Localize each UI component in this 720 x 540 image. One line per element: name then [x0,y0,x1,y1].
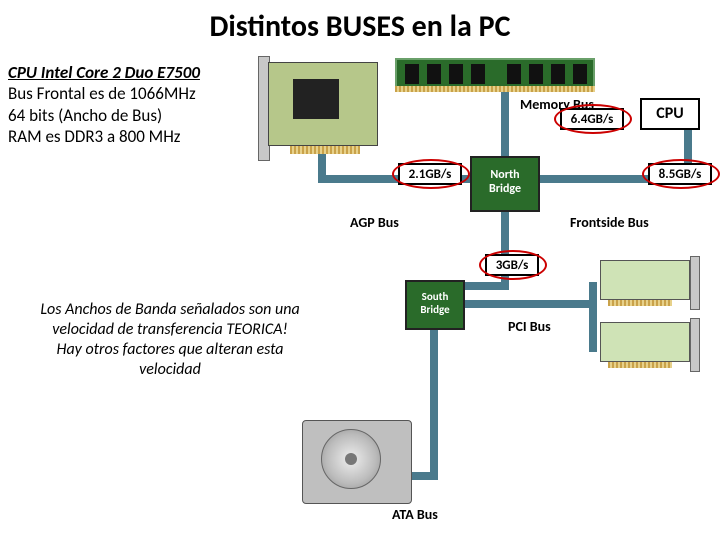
pci-card-2-edge [608,362,672,368]
cpu-info-box: CPU Intel Core 2 Duo E7500 Bus Frontal e… [8,62,258,147]
south-bridge-label: South Bridge [407,290,463,316]
ram-pins [395,86,595,92]
title-text: Distintos BUSES en la PC [210,8,511,45]
bus-memory-v [501,92,509,156]
note-l3: Hay otros factores que alteran esta [10,340,330,360]
bus-ata-v [430,330,438,480]
cpu-box: CPU [640,98,700,130]
south-bridge-chip: South Bridge [405,280,465,330]
cpu-line3: RAM es DDR3 a 800 MHz [8,126,258,147]
north-bridge-label: North Bridge [472,168,538,197]
label-frontside-bus: Frontside Bus [570,214,649,231]
cpu-box-label: CPU [656,104,683,123]
cpu-line2: 64 bits (Ancho de Bus) [8,105,258,126]
bus-ata-h [410,472,438,480]
badge-nbsb-bw: 3GB/s [485,254,539,276]
cpu-line1: Bus Frontal es de 1066MHz [8,83,258,104]
north-bridge-chip: North Bridge [470,156,540,212]
agp-edge-connector [290,146,360,154]
pci-card-2-bracket [690,318,700,372]
page-title: Distintos BUSES en la PC [0,8,720,45]
label-agp-bus: AGP Bus [350,214,399,231]
note-l1: Los Anchos de Banda señalados son una [10,300,330,320]
pci-card-1-bracket [690,256,700,310]
pci-card-1-edge [608,300,672,306]
pci-card-2 [600,322,690,362]
badge-fsb-bw: 8.5GB/s [648,163,712,185]
bus-nbsb-v [501,212,509,290]
agp-card [268,62,378,146]
badge-agp-bw: 2.1GB/s [398,163,462,185]
note-l4: velocidad [10,360,330,380]
ram-module [395,58,595,88]
agp-chip-icon [293,79,339,119]
bus-pci-v [589,282,597,352]
note-l2: velocidad de transferencia TEORICA! [10,320,330,340]
badge-memory-bw: 6.4GB/s [560,108,624,130]
bus-agp-v [318,154,326,183]
bus-pci-h [465,300,597,308]
label-ata-bus: ATA Bus [392,506,438,523]
hdd [302,420,412,504]
cpu-heading: CPU Intel Core 2 Duo E7500 [8,62,258,83]
label-pci-bus: PCI Bus [508,318,551,335]
bandwidth-note: Los Anchos de Banda señalados son una ve… [10,300,330,380]
pci-card-1 [600,260,690,300]
hdd-hub-icon [345,453,357,465]
